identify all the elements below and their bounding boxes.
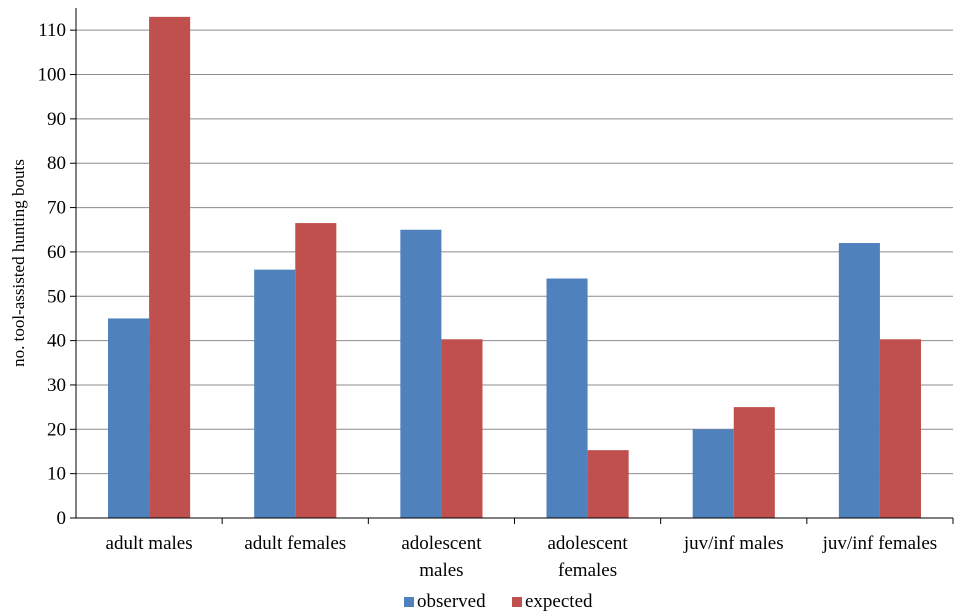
- x-category-label: adult females: [244, 533, 346, 554]
- bar-observed: [108, 318, 150, 518]
- y-tick-label: 10: [47, 464, 66, 485]
- y-tick-label: 0: [57, 508, 67, 529]
- y-tick-label: 30: [47, 375, 66, 396]
- legend-label-expected: expected: [525, 591, 593, 612]
- x-category-label: adolescent: [401, 533, 482, 554]
- legend-swatch-observed: [404, 597, 414, 607]
- bar-expected: [295, 223, 337, 518]
- y-tick-labels: 0 10 20 30 40 50 60 70 80 90 100 110: [38, 20, 76, 529]
- bar-expected: [587, 450, 629, 518]
- bars: [108, 16, 921, 519]
- x-category-label: adolescent: [547, 533, 628, 554]
- y-tick-label: 100: [38, 65, 67, 86]
- axes: [75, 8, 954, 524]
- x-category-label: juv/inf females: [822, 533, 938, 554]
- x-category-label: males: [419, 560, 463, 581]
- y-tick-label: 20: [47, 419, 66, 440]
- x-category-label: females: [558, 560, 617, 581]
- y-axis-title: no. tool-assisted hunting bouts: [9, 159, 28, 367]
- gridlines: [76, 29, 953, 475]
- bar-expected: [733, 407, 775, 518]
- bar-expected: [149, 16, 191, 518]
- y-tick-label: 40: [47, 331, 66, 352]
- bar-expected: [879, 339, 921, 518]
- legend-label-observed: observed: [417, 591, 486, 612]
- bar-observed: [254, 269, 296, 518]
- legend: observed expected: [404, 591, 593, 612]
- bar-observed: [692, 429, 734, 518]
- bar-observed: [838, 243, 880, 519]
- bar-expected: [441, 339, 483, 518]
- y-tick-label: 80: [47, 153, 66, 174]
- bar-observed: [400, 229, 442, 518]
- y-tick-label: 110: [38, 20, 66, 41]
- y-tick-label: 60: [47, 242, 66, 263]
- y-tick-label: 70: [47, 198, 66, 219]
- x-category-label: adult males: [106, 533, 193, 554]
- y-tick-label: 90: [47, 109, 66, 130]
- x-category-label: juv/inf males: [683, 533, 784, 554]
- x-category-labels: adult males adult females adolescent males a…: [106, 533, 938, 581]
- bar-observed: [546, 278, 588, 518]
- legend-swatch-expected: [512, 597, 522, 607]
- y-tick-label: 50: [47, 286, 66, 307]
